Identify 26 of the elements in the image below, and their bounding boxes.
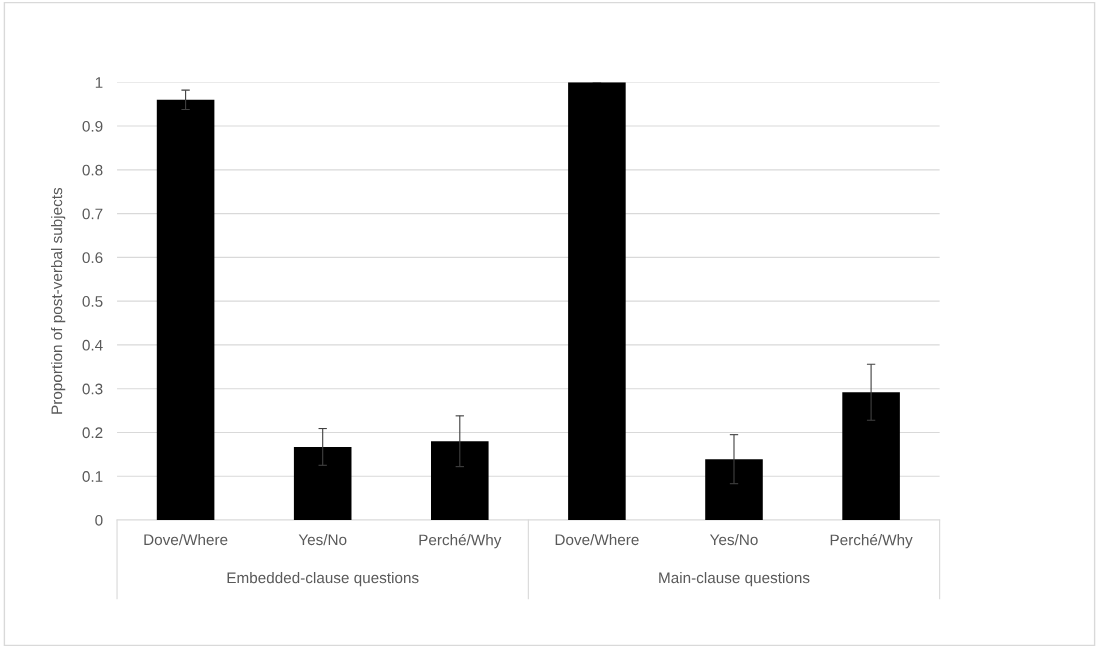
y-tick-label: 0 <box>95 514 103 526</box>
y-tick-label: 1 <box>95 77 103 88</box>
x-tick-label: Perché/Why <box>419 533 502 549</box>
bar <box>431 441 489 521</box>
text: Main-clause questions <box>659 571 810 587</box>
x-tick-label: Dove/Where <box>555 533 639 546</box>
bar <box>568 82 626 521</box>
y-tick-label: 0.9 <box>82 120 103 132</box>
x-tick-label: Yes/No <box>298 533 347 546</box>
bar <box>293 446 352 521</box>
y-axis-title: Proportion of post-verbal subjects <box>51 187 66 414</box>
y-tick-label: 0.3 <box>82 383 103 395</box>
y-tick-label: 0.4 <box>82 339 103 351</box>
y-tick-label: 0.6 <box>82 252 103 264</box>
bar <box>705 459 763 521</box>
x-tick-label: Dove/Where <box>144 533 228 546</box>
y-tick-label: 0.7 <box>82 208 103 220</box>
y-tick-label: 0.1 <box>82 471 103 482</box>
y-tick-label: 0.5 <box>82 296 103 307</box>
text: Embedded-clause questions <box>227 571 419 587</box>
x-tick-label: Perché/Why <box>830 533 913 549</box>
y-tick-label: 0.2 <box>82 427 103 439</box>
y-tick-label: 0.8 <box>82 164 103 176</box>
x-tick-label: Yes/No <box>709 533 758 546</box>
bar <box>842 392 900 521</box>
bar <box>156 99 215 521</box>
